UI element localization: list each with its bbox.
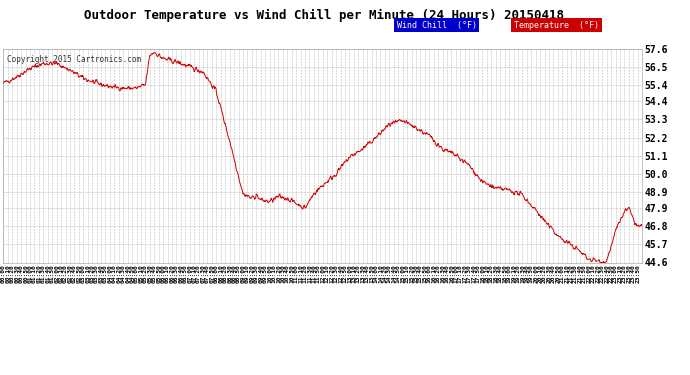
Text: Copyright 2015 Cartronics.com: Copyright 2015 Cartronics.com — [7, 55, 141, 64]
Text: Outdoor Temperature vs Wind Chill per Minute (24 Hours) 20150418: Outdoor Temperature vs Wind Chill per Mi… — [84, 9, 564, 22]
Text: Wind Chill  (°F): Wind Chill (°F) — [397, 21, 477, 30]
Text: Temperature  (°F): Temperature (°F) — [514, 21, 599, 30]
